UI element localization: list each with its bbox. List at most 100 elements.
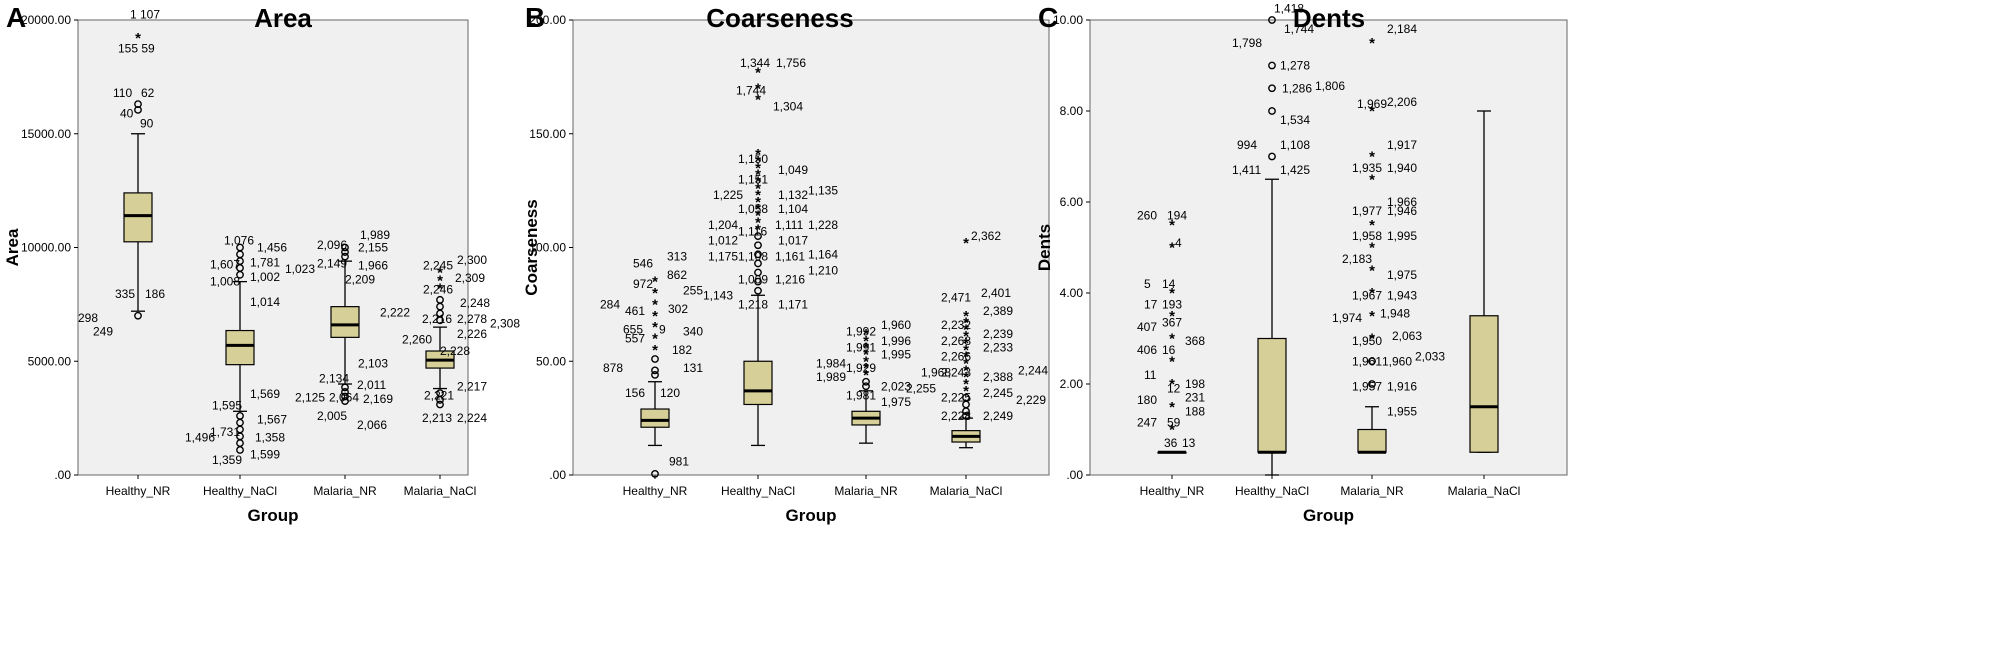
box-group	[225, 243, 255, 454]
case-label: 1,975	[1387, 268, 1417, 282]
case-label: 1,599	[250, 448, 280, 462]
outlier-star: *	[1169, 217, 1175, 234]
outlier-star: *	[863, 340, 869, 357]
outlier-star: *	[755, 208, 761, 225]
case-label: 1,344	[740, 56, 770, 70]
outlier-star: *	[437, 265, 443, 282]
case-label: 2,096	[317, 238, 347, 252]
y-tick-label: .00	[1066, 468, 1083, 482]
case-label: 1,009	[738, 272, 768, 286]
case-label: 14	[1162, 277, 1176, 291]
box-group: *******	[851, 326, 881, 444]
case-label: 193	[1162, 297, 1182, 311]
outlier-star: *	[1169, 240, 1175, 257]
chart-title: Area	[254, 3, 312, 33]
case-label: 994	[1237, 138, 1257, 152]
y-tick-label: 10.00	[1053, 13, 1083, 27]
case-label: 1,567	[257, 412, 287, 426]
y-tick-label: 100.00	[529, 241, 566, 255]
panel-coarseness: B Coarseness .00 50.00 100.00 150.00 200.00 Coa…	[521, 0, 1050, 672]
outlier-star: *	[1369, 103, 1375, 120]
outlier-circle	[754, 259, 762, 268]
case-label: 198	[1185, 377, 1205, 391]
x-tick-label: Healthy_NR	[106, 484, 171, 498]
panel-area: A Area .00 5000.00 10000.00 15000.00 20000.00 A…	[0, 0, 665, 672]
outlier-star: *	[963, 376, 969, 393]
case-label: 2,023	[881, 379, 911, 393]
case-label: 1,984	[816, 357, 846, 371]
case-label: 1,411	[1232, 163, 1261, 177]
outlier-star: *	[135, 30, 141, 47]
outlier-circle	[236, 270, 244, 279]
case-label: 1,456	[257, 241, 287, 255]
case-label: 2,222	[380, 305, 410, 319]
case-label: 1,359	[212, 453, 242, 467]
case-label: 407	[1137, 320, 1157, 334]
x-tick-label: Healthy_NaCl	[1235, 484, 1309, 498]
panel-letter: C	[1038, 2, 1058, 33]
x-tick-label: Malaria_NaCl	[404, 484, 477, 498]
y-tick-label: 8.00	[1060, 104, 1084, 118]
case-label: 62	[141, 86, 155, 100]
case-label: 2,260	[402, 333, 432, 347]
outlier-star: *	[1369, 149, 1375, 166]
case-label: 17	[1144, 297, 1158, 311]
outlier-star: *	[652, 285, 658, 302]
iqr-box	[1357, 428, 1387, 453]
box-group: ***************	[743, 64, 773, 447]
case-label: 1,929	[846, 361, 876, 375]
outlier-star: *	[652, 274, 658, 291]
case-label: 2,249	[983, 409, 1013, 423]
case-label: 2,362	[971, 229, 1001, 243]
x-tick-label: Malaria_NaCl	[1448, 484, 1521, 498]
case-label: 2,239	[983, 327, 1013, 341]
outlier-circle	[436, 396, 444, 404]
case-label: 1,731	[210, 425, 240, 439]
case-label: 1,012	[708, 234, 738, 248]
case-label: 13	[1182, 436, 1196, 450]
case-label: 1,948	[1380, 306, 1410, 320]
iqr-box	[330, 306, 360, 338]
outlier-circle	[341, 383, 349, 392]
panel-letter: A	[6, 2, 26, 33]
case-label: 1,607	[210, 258, 240, 272]
outlier-star: *	[963, 235, 969, 252]
case-label: 302	[668, 302, 688, 316]
y-tick-label: 20000.00	[21, 13, 71, 27]
case-label: 1,496	[185, 430, 215, 444]
case-label: 2,471	[941, 291, 971, 305]
outlier-star: *	[863, 346, 869, 363]
case-label: 1,014	[250, 295, 280, 309]
outlier-circle	[341, 243, 349, 252]
outlier-star: *	[863, 333, 869, 350]
case-label: 1 107	[130, 7, 160, 21]
case-label: 298	[78, 311, 98, 325]
outlier-star: *	[755, 194, 761, 211]
outlier-star: *	[1169, 422, 1175, 439]
outlier-circle	[1268, 84, 1276, 93]
case-label: 2,232	[941, 318, 971, 332]
outlier-star: *	[755, 214, 761, 231]
case-label: 1,358	[255, 430, 285, 444]
case-label: 1,957	[1352, 379, 1382, 393]
outlier-circle	[754, 232, 762, 241]
case-label: 36	[1164, 436, 1178, 450]
iqr-box	[743, 360, 773, 406]
outlier-circle	[1268, 152, 1276, 161]
outlier-star: *	[963, 335, 969, 352]
case-label: 1,104	[778, 202, 808, 216]
outlier-star: *	[652, 319, 658, 336]
case-label: 120	[660, 386, 680, 400]
case-label: 247	[1137, 416, 1157, 430]
outlier-star: *	[963, 308, 969, 325]
outlier-star: *	[652, 342, 658, 359]
case-label: 368	[1185, 334, 1205, 348]
case-label: 1,989	[816, 370, 846, 384]
outlier-star: *	[863, 367, 869, 384]
outlier-circle	[236, 446, 244, 454]
case-label: 1,756	[776, 56, 806, 70]
outlier-star: *	[1369, 217, 1375, 234]
outlier-circle	[341, 388, 349, 396]
outlier-star: *	[963, 315, 969, 332]
case-label: 2,005	[317, 409, 347, 423]
